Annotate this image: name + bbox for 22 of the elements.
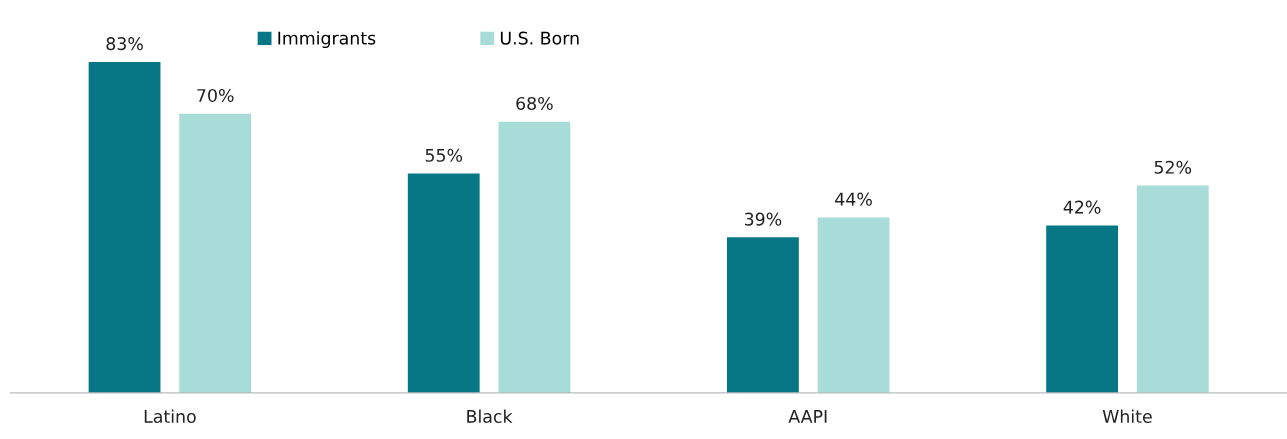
legend-label: Immigrants [278, 31, 376, 49]
data-label: 39% [744, 212, 782, 226]
bar [727, 237, 799, 393]
x-tick-label: Latino [144, 409, 196, 424]
x-tick-label: White [1102, 409, 1152, 424]
data-label: 52% [1154, 160, 1192, 174]
x-tick-label: Black [467, 409, 513, 424]
legend-label: U.S. Born [500, 31, 579, 45]
x-tick-label: AAPI [788, 410, 827, 423]
data-label: 70% [197, 88, 234, 103]
data-label: 55% [425, 148, 463, 162]
bar [817, 217, 890, 393]
data-label: 83% [106, 37, 143, 51]
bar [1046, 225, 1118, 393]
data-label: 42% [1063, 200, 1101, 214]
bar [88, 61, 161, 393]
bar [407, 173, 480, 393]
bar [179, 113, 252, 393]
bar [1136, 185, 1209, 393]
data-label: 68% [516, 96, 553, 111]
bar [498, 121, 571, 393]
data-label: 44% [835, 192, 872, 206]
